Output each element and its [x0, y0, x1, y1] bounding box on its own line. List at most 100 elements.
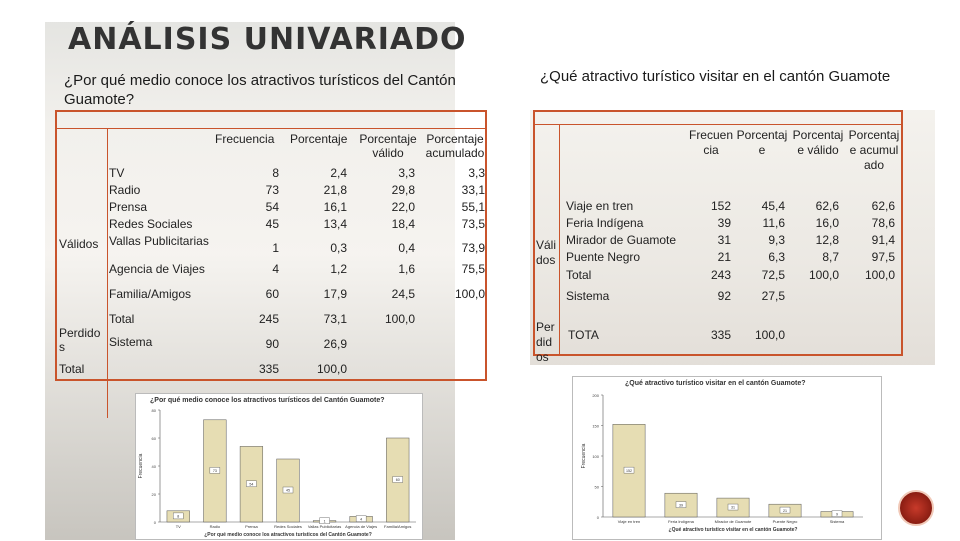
right-header-porcentaje-acumulado: Porcentaje acumulado — [848, 128, 900, 172]
left-row-label: Total — [109, 312, 135, 326]
right-group-validos: Válidos — [536, 238, 557, 267]
data-label: 73 — [213, 469, 217, 473]
background-photo-right — [530, 110, 935, 365]
x-tick-label: Sistema — [830, 519, 845, 524]
left-row-porcentaje-acumulado: 100,0 — [454, 287, 485, 301]
x-tick-label: Puente Negro — [773, 519, 798, 524]
data-label-box — [246, 480, 257, 487]
right-bar-chart: ¿Qué atractivo turístico visitar en el c… — [572, 376, 882, 540]
left-row-porcentaje-valido: 100,0 — [384, 312, 415, 326]
left-row-porcentaje-acumulado: 3,3 — [468, 166, 485, 180]
right-row-frecuencia: 152 — [710, 199, 731, 213]
right-row-porcentaje-valido: 8,7 — [822, 250, 839, 264]
left-row-porcentaje-acumulado: 73,5 — [461, 217, 485, 231]
right-row-porcentaje-acumulado: 91,4 — [871, 233, 895, 247]
x-axis-label: ¿Qué atractivo turístico visitar en el c… — [669, 527, 798, 533]
left-row-frecuencia: 60 — [265, 287, 279, 301]
right-total-p: 100,0 — [754, 328, 785, 342]
left-row-porcentaje: 1,2 — [330, 262, 347, 276]
right-row-label: Puente Negro — [566, 250, 641, 264]
left-perdidos-sistema-p: 26,9 — [323, 337, 347, 351]
data-label-box — [727, 503, 739, 511]
right-row-porcentaje-acumulado: 100,0 — [864, 268, 895, 282]
right-row-label: Total — [566, 268, 592, 282]
x-axis-label: ¿Por qué medio conoce los atractivos tur… — [204, 532, 372, 538]
right-question: ¿Qué atractivo turístico visitar en el c… — [540, 68, 891, 85]
data-label-box — [209, 467, 221, 474]
right-row-label: Mirador de Guamote — [566, 233, 677, 247]
x-tick-label: Redes Sociales — [274, 524, 302, 529]
left-bar-chart: ¿Por qué medio conoce los atractivos tur… — [135, 393, 423, 540]
left-row-porcentaje: 2,4 — [330, 166, 347, 180]
right-group-perdidos: Perdidos — [536, 320, 555, 364]
y-tick-label: 50 — [595, 485, 600, 490]
data-label: 31 — [731, 506, 735, 510]
right-row-frecuencia: 31 — [717, 233, 731, 247]
left-row-porcentaje-valido: 3,3 — [398, 166, 415, 180]
y-tick-label: 80 — [152, 408, 157, 413]
left-row-porcentaje: 21,8 — [323, 183, 347, 197]
right-perdidos-sistema-label: Sistema — [566, 289, 610, 303]
left-row-label: TV — [109, 166, 125, 180]
right-row-label: Viaje en tren — [566, 199, 634, 213]
data-label: 45 — [286, 489, 290, 493]
right-row-porcentaje: 9,3 — [768, 233, 785, 247]
left-row-frecuencia: 245 — [258, 312, 279, 326]
x-tick-label: Mirador de Guamote — [715, 519, 752, 524]
right-row-porcentaje: 11,6 — [762, 216, 785, 230]
data-label-box — [173, 512, 184, 520]
right-row-porcentaje: 72,5 — [761, 268, 785, 282]
left-perdidos-sistema-f: 90 — [265, 337, 279, 351]
left-question: ¿Por qué medio conoce los atractivos tur… — [64, 72, 456, 108]
left-row-frecuencia: 73 — [265, 183, 279, 197]
left-row-frecuencia: 8 — [272, 166, 279, 180]
left-row-label: Agencia de Viajes — [109, 262, 205, 276]
left-row-label: Familia/Amigos — [109, 287, 192, 301]
left-row-porcentaje: 17,9 — [323, 287, 347, 301]
right-row-frecuencia: 21 — [717, 250, 731, 264]
left-row-frecuencia: 54 — [265, 200, 279, 214]
right-row-porcentaje-valido: 16,0 — [815, 216, 839, 230]
left-row-porcentaje-acumulado: 33,1 — [461, 183, 485, 197]
y-axis-label: Frecuencia — [138, 453, 144, 478]
left-row-porcentaje-valido: 22,0 — [391, 200, 415, 214]
right-row-frecuencia: 243 — [710, 268, 731, 282]
right-header-porcentaje-valido: Porcentaje válido — [792, 128, 844, 157]
data-label-box — [675, 501, 687, 508]
data-label-box — [355, 515, 367, 522]
y-tick-label: 100 — [592, 454, 599, 459]
data-label-box — [623, 466, 635, 474]
y-axis-label: Frecuencia — [581, 443, 587, 468]
left-row-label: Radio — [109, 183, 141, 197]
data-label-box — [319, 517, 330, 525]
x-tick-label: TV — [176, 524, 181, 529]
left-row-porcentaje-acumulado: 73,9 — [461, 241, 485, 255]
y-tick-label: 0 — [154, 520, 157, 525]
left-row-porcentaje-valido: 1,6 — [398, 262, 415, 276]
y-tick-label: 60 — [152, 436, 157, 441]
left-row-porcentaje: 0,3 — [330, 241, 347, 255]
right-row-porcentaje-acumulado: 78,6 — [871, 216, 895, 230]
left-table: Frecuencia Porcentaje Porcentaje válido … — [55, 110, 487, 418]
right-header-frecuencia: Frecuencia — [688, 128, 734, 157]
left-total-p: 100,0 — [316, 362, 347, 376]
data-label: 9 — [836, 512, 838, 516]
data-label-box — [779, 506, 791, 514]
left-row-porcentaje: 16,1 — [323, 200, 347, 214]
left-total-f: 335 — [258, 362, 279, 376]
data-label-box — [831, 510, 843, 517]
left-perdidos-sistema-label: Sistema — [109, 335, 153, 349]
left-row-porcentaje: 13,4 — [323, 217, 347, 231]
y-tick-label: 40 — [152, 464, 157, 469]
x-tick-label: Agencia de Viajes — [345, 524, 377, 529]
left-row-label: Vallas Publicitarias — [109, 234, 209, 248]
right-row-porcentaje: 45,4 — [761, 199, 785, 213]
right-row-frecuencia: 39 — [717, 216, 731, 230]
right-row-porcentaje-valido: 62,6 — [815, 199, 839, 213]
left-chart-title: ¿Por qué medio conoce los atractivos tur… — [150, 397, 385, 404]
y-tick-label: 0 — [597, 515, 600, 520]
data-label: 1 — [324, 520, 326, 524]
right-total-f: 335 — [710, 328, 731, 342]
left-total-label: Total — [59, 362, 85, 376]
left-row-porcentaje-valido: 18,4 — [391, 217, 415, 231]
